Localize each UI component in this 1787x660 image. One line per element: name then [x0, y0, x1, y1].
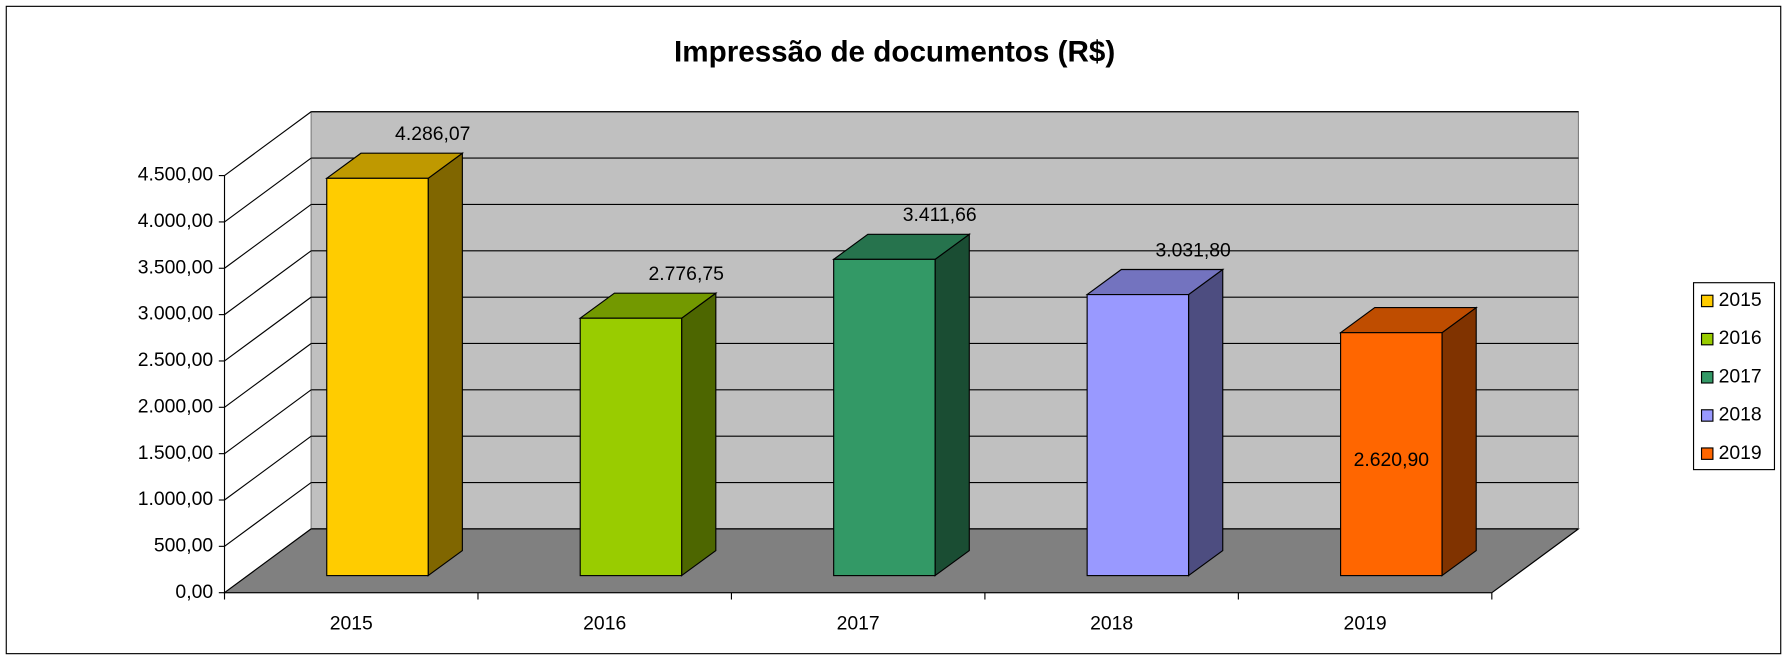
x-tick-label: 2015: [330, 613, 373, 635]
bar-side: [427, 152, 463, 577]
data-label: 2.776,75: [649, 263, 724, 285]
y-tick-label: 4.000,00: [138, 210, 214, 232]
x-tick-label: 2019: [1344, 613, 1387, 635]
grid-line: [224, 528, 312, 594]
bar-side: [934, 233, 970, 577]
data-label: 3.031,80: [1155, 239, 1231, 261]
y-tick-label: 500,00: [154, 534, 213, 556]
x-tick-label: 2017: [837, 613, 880, 635]
x-tick-label: 2018: [1090, 613, 1133, 635]
legend-label: 2015: [1719, 289, 1762, 311]
grid-line: [224, 111, 312, 177]
data-label: 2.620,90: [1354, 449, 1430, 471]
y-tick-label: 1.000,00: [138, 488, 214, 510]
bar: [579, 317, 683, 577]
legend-swatch: [1700, 409, 1714, 422]
grid-line: [224, 203, 312, 269]
legend-swatch: [1700, 447, 1714, 460]
grid-line: [224, 296, 312, 362]
y-tick-label: 2.000,00: [138, 395, 214, 417]
y-tick-label: 3.500,00: [138, 256, 214, 278]
grid-line: [224, 435, 312, 501]
y-tick-label: 4.500,00: [138, 164, 214, 186]
grid-line: [224, 157, 312, 223]
bar: [1340, 332, 1443, 577]
grid-line: [224, 343, 312, 408]
chart-title: Impressão de documentos (R$): [674, 35, 1115, 68]
bar: [1086, 294, 1190, 577]
grid-line: [224, 389, 312, 455]
bar-side: [1187, 268, 1224, 577]
bar: [833, 258, 936, 577]
legend-swatch: [1700, 294, 1714, 308]
legend-label: 2017: [1719, 365, 1762, 387]
y-tick-label: 1.500,00: [138, 442, 214, 464]
y-tick-label: 0,00: [175, 581, 213, 603]
legend-label: 2019: [1719, 442, 1762, 464]
bar-side: [1441, 306, 1477, 577]
bar: [326, 177, 429, 577]
y-tick-label: 2.500,00: [138, 349, 214, 371]
x-tick-label: 2016: [583, 613, 626, 635]
legend-label: 2018: [1719, 404, 1762, 426]
data-label: 4.286,07: [395, 123, 470, 145]
y-tick-label: 3.000,00: [138, 303, 214, 325]
bar-side: [681, 292, 717, 577]
grid-line: [224, 250, 312, 316]
legend-swatch: [1700, 371, 1714, 384]
legend-label: 2016: [1719, 327, 1762, 349]
legend-swatch: [1700, 332, 1714, 346]
grid-line: [224, 482, 312, 547]
data-label: 3.411,66: [903, 204, 977, 226]
axis-line: [1491, 528, 1579, 594]
